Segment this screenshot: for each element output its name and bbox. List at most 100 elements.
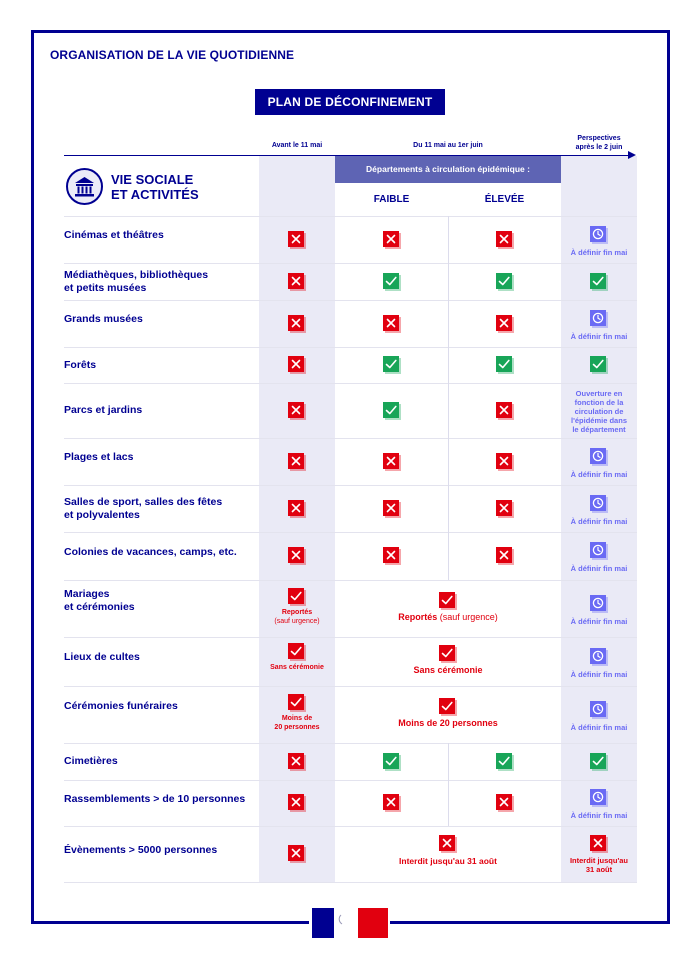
republique-francaise-logo bbox=[309, 906, 390, 940]
status-low-icon bbox=[383, 314, 401, 333]
column-divider bbox=[448, 743, 449, 780]
perspective-note: À définir fin mai bbox=[570, 331, 628, 341]
status-before-icon bbox=[288, 587, 306, 606]
row-separator bbox=[64, 532, 637, 533]
column-during-header: Du 11 mai au 1er juin bbox=[413, 142, 483, 149]
row-label: Médiathèques, bibliothèques et petits mus… bbox=[64, 268, 209, 294]
column-divider bbox=[448, 438, 449, 485]
status-before-icon bbox=[288, 230, 306, 249]
during-note: Interdit jusqu'au 31 août bbox=[399, 856, 497, 866]
column-divider bbox=[448, 383, 449, 438]
status-during-icon bbox=[439, 697, 457, 716]
status-before-icon bbox=[288, 845, 306, 863]
status-perspective-icon bbox=[590, 752, 608, 771]
perspective-note: À définir fin mai bbox=[570, 247, 628, 257]
row-separator bbox=[64, 347, 637, 348]
column-divider bbox=[448, 485, 449, 532]
status-high-icon bbox=[496, 401, 514, 420]
status-perspective-icon bbox=[590, 356, 608, 374]
row-label: Cinémas et théâtres bbox=[64, 229, 164, 241]
epidemic-header: Départements à circulation épidémique : bbox=[335, 156, 561, 183]
status-before-icon bbox=[288, 752, 306, 771]
status-high-icon bbox=[496, 794, 514, 812]
row-separator bbox=[64, 780, 637, 781]
status-high-icon bbox=[496, 752, 514, 771]
status-high-icon bbox=[496, 356, 514, 374]
before-column-bg bbox=[259, 156, 335, 882]
status-low-icon bbox=[383, 452, 401, 471]
status-low-icon bbox=[383, 752, 401, 771]
during-note: Moins de 20 personnes bbox=[398, 717, 498, 728]
perspective-note: À définir fin mai bbox=[570, 616, 628, 626]
level-high-header: ÉLEVÉE bbox=[484, 194, 525, 205]
perspective-note: À définir fin mai bbox=[570, 564, 628, 573]
status-low-icon bbox=[383, 356, 401, 374]
perspective-note: À définir fin mai bbox=[570, 811, 628, 820]
status-low-icon bbox=[383, 272, 401, 291]
status-before-icon bbox=[288, 452, 306, 471]
status-perspective-icon bbox=[590, 789, 608, 807]
column-divider bbox=[448, 780, 449, 826]
status-high-icon bbox=[496, 547, 514, 565]
row-label: Lieux de cultes bbox=[64, 651, 140, 663]
status-high-icon bbox=[496, 452, 514, 471]
during-note: Reportés (sauf urgence) bbox=[398, 611, 498, 622]
row-separator bbox=[64, 637, 637, 638]
perspective-note: À définir fin mai bbox=[570, 516, 628, 526]
status-before-icon bbox=[288, 272, 306, 291]
perspective-note: À définir fin mai bbox=[570, 669, 628, 679]
row-separator bbox=[64, 485, 637, 486]
plan-title: PLAN DE DÉCONFINEMENT bbox=[255, 89, 445, 115]
before-note: Sans cérémonie bbox=[270, 663, 324, 671]
row-separator bbox=[64, 263, 637, 264]
level-low-header: FAIBLE bbox=[373, 194, 410, 205]
status-perspective-icon bbox=[590, 542, 608, 560]
status-before-icon bbox=[288, 401, 306, 420]
status-high-icon bbox=[496, 230, 514, 249]
column-perspectives-header: Perspectives après le 2 juin bbox=[575, 135, 623, 151]
org-title: ORGANISATION DE LA VIE QUOTIDIENNE bbox=[50, 48, 295, 62]
row-label: Forêts bbox=[64, 358, 97, 371]
row-separator bbox=[64, 383, 637, 384]
row-separator bbox=[64, 300, 637, 301]
perspective-note: Ouverture en fonction de la circulation de… bbox=[571, 388, 627, 434]
status-perspective-icon bbox=[590, 447, 608, 466]
status-perspective-icon bbox=[590, 309, 608, 328]
status-low-icon bbox=[383, 230, 401, 249]
row-label: Colonies de vacances, camps, etc. bbox=[64, 545, 237, 558]
row-label: Mariages et cérémonies bbox=[64, 587, 135, 613]
status-perspective-icon bbox=[590, 225, 608, 244]
status-before-icon bbox=[288, 547, 306, 565]
status-before-icon bbox=[288, 642, 306, 661]
status-before-icon bbox=[288, 693, 306, 712]
status-low-icon bbox=[383, 401, 401, 420]
status-perspective-icon bbox=[590, 594, 608, 613]
row-separator bbox=[64, 216, 637, 217]
status-perspective-icon bbox=[590, 700, 608, 719]
perspective-note: À définir fin mai bbox=[570, 722, 628, 732]
status-during-icon bbox=[439, 644, 457, 663]
before-note: Moins de 20 personnes bbox=[274, 714, 320, 731]
timeline-line bbox=[64, 155, 632, 156]
perspective-note: À définir fin mai bbox=[570, 469, 628, 479]
status-perspective-icon bbox=[590, 272, 608, 291]
row-label: Rassemblements > de 10 personnes bbox=[64, 792, 246, 805]
row-separator bbox=[64, 580, 637, 581]
row-label: Évènements > 5000 personnes bbox=[64, 843, 218, 856]
status-high-icon bbox=[496, 314, 514, 333]
status-high-icon bbox=[496, 272, 514, 291]
section-title: VIE SOCIALE ET ACTIVITÉS bbox=[111, 172, 199, 202]
status-during-icon bbox=[439, 835, 457, 853]
before-note: Reportés (sauf urgence) bbox=[274, 608, 320, 625]
row-label: Grands musées bbox=[64, 313, 143, 325]
status-perspective-icon bbox=[590, 835, 608, 853]
row-label: Parcs et jardins bbox=[64, 404, 143, 416]
timeline-arrow-icon bbox=[628, 151, 636, 159]
museum-building-icon bbox=[66, 168, 103, 205]
column-before-header: Avant le 11 mai bbox=[271, 142, 323, 149]
row-label: Salles de sport, salles des fêtes et poly… bbox=[64, 495, 223, 521]
row-label: Cimetières bbox=[64, 755, 118, 767]
column-divider bbox=[448, 263, 449, 300]
column-divider bbox=[448, 216, 449, 263]
status-low-icon bbox=[383, 547, 401, 565]
